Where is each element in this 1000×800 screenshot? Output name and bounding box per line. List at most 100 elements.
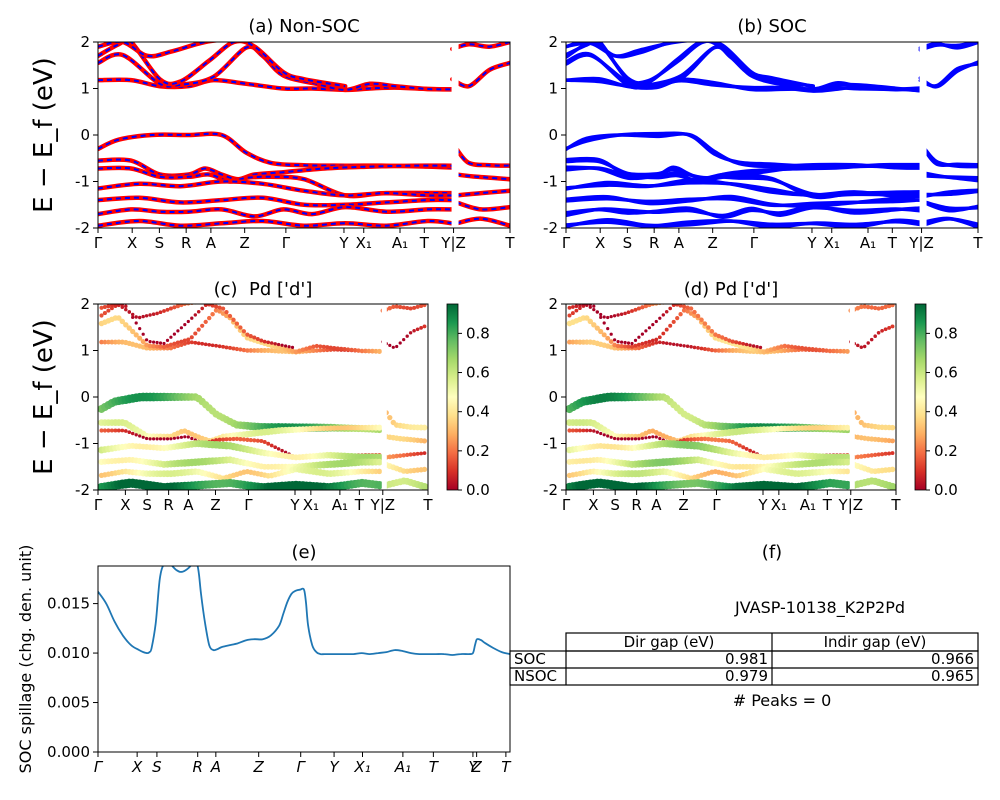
x-tick-label: T — [422, 496, 433, 514]
projection-point — [221, 344, 226, 349]
projection-point — [189, 335, 194, 340]
projection-point — [737, 443, 742, 448]
projection-point — [640, 344, 645, 350]
projection-point — [415, 304, 420, 309]
projection-point — [412, 329, 416, 333]
projection-point — [422, 451, 427, 455]
projection-point — [609, 332, 613, 336]
gap-table: Dir gap (eV) Indir gap (eV) SOC 0.981 0.… — [509, 632, 979, 686]
projection-point — [633, 343, 638, 348]
projection-point — [421, 466, 428, 473]
x-tick-label: A — [210, 758, 221, 776]
projection-point — [584, 315, 590, 321]
y-tick-label: 2 — [80, 295, 90, 313]
projection-point — [200, 323, 205, 328]
panel-c-title: (c) Pd ['d'] — [214, 279, 313, 300]
projection-point — [148, 313, 152, 317]
colorbar-tick-label: 0.2 — [466, 442, 490, 460]
projection-point — [168, 342, 173, 347]
projection-point — [581, 428, 586, 433]
projection-point — [713, 348, 718, 353]
projection-point — [144, 314, 149, 318]
projection-point — [120, 428, 125, 433]
projection-point — [876, 306, 881, 311]
colorbar-tick-label: 0.2 — [934, 442, 958, 460]
projection-point — [408, 452, 413, 457]
projection-point — [158, 341, 163, 345]
projection-point — [119, 318, 126, 325]
projection-point — [186, 319, 190, 324]
plot-frame — [97, 565, 511, 753]
projection-point — [620, 340, 624, 344]
projection-point — [116, 304, 121, 307]
projection-point — [737, 341, 742, 345]
projection-point — [102, 311, 107, 316]
projection-point — [234, 321, 240, 326]
projection-point — [228, 345, 232, 350]
path-break-gap — [451, 42, 459, 228]
projection-point — [127, 430, 132, 435]
projection-point — [217, 437, 222, 442]
x-tick-label: A₁ — [394, 758, 411, 776]
projection-point — [647, 342, 652, 347]
projection-point — [172, 332, 176, 336]
projection-point — [720, 438, 725, 443]
projection-point — [873, 452, 878, 458]
projection-point — [657, 335, 662, 340]
ylabel-band-middle: E − E_f (eV) — [29, 319, 59, 475]
projection-point — [210, 311, 215, 317]
projection-point — [349, 347, 354, 353]
projection-point — [155, 311, 159, 316]
projection-point — [193, 340, 198, 345]
projection-point — [713, 437, 718, 443]
projection-point — [154, 344, 160, 349]
projection-point — [647, 326, 652, 330]
x-tick-label: T — [890, 496, 901, 514]
projection-point — [102, 339, 108, 345]
projection-point — [245, 437, 250, 442]
projection-point — [102, 428, 108, 433]
table-title: JVASP-10138_K2P2Pd — [734, 598, 905, 618]
projection-point — [567, 313, 572, 318]
projection-point — [145, 338, 149, 342]
projection-point — [685, 305, 690, 310]
panel-e-line — [98, 566, 510, 656]
projection-point — [134, 433, 138, 437]
projection-point — [179, 326, 183, 330]
y-tick-label: -2 — [75, 219, 90, 237]
band-line-nonsoc-dashed — [456, 217, 510, 227]
y-tick-label: 1 — [80, 80, 90, 98]
table-col-dir-gap: Dir gap (eV) — [624, 633, 715, 651]
projection-point — [682, 438, 687, 442]
projection-point — [723, 348, 729, 353]
x-tick-label: Y — [338, 234, 349, 252]
table-col-indir-gap: Indir gap (eV) — [824, 633, 927, 651]
projection-point — [214, 343, 218, 348]
band-line-nonsoc-dashed — [456, 173, 510, 181]
y-tick-label: 0.005 — [47, 694, 90, 712]
x-tick-label: A₁ — [860, 234, 876, 252]
x-tick-label: Z — [470, 758, 482, 776]
projection-point — [307, 345, 313, 350]
projection-point — [672, 342, 676, 346]
projection-point — [168, 345, 174, 351]
projection-point — [248, 437, 253, 443]
projection-point — [130, 312, 135, 317]
projection-point — [613, 338, 617, 342]
projection-point — [734, 340, 739, 345]
x-tick-label: Γ — [562, 234, 571, 252]
projection-point — [168, 306, 173, 311]
projection-point — [241, 437, 247, 442]
projection-point — [661, 341, 666, 345]
projection-point — [720, 335, 725, 340]
band-line-soc — [566, 132, 923, 170]
projection-point — [238, 325, 243, 330]
projection-point — [408, 306, 413, 311]
projection-point — [640, 305, 645, 310]
projection-point — [266, 441, 271, 446]
projection-point — [207, 298, 212, 303]
projection-point — [598, 328, 604, 335]
projection-point — [99, 428, 104, 433]
